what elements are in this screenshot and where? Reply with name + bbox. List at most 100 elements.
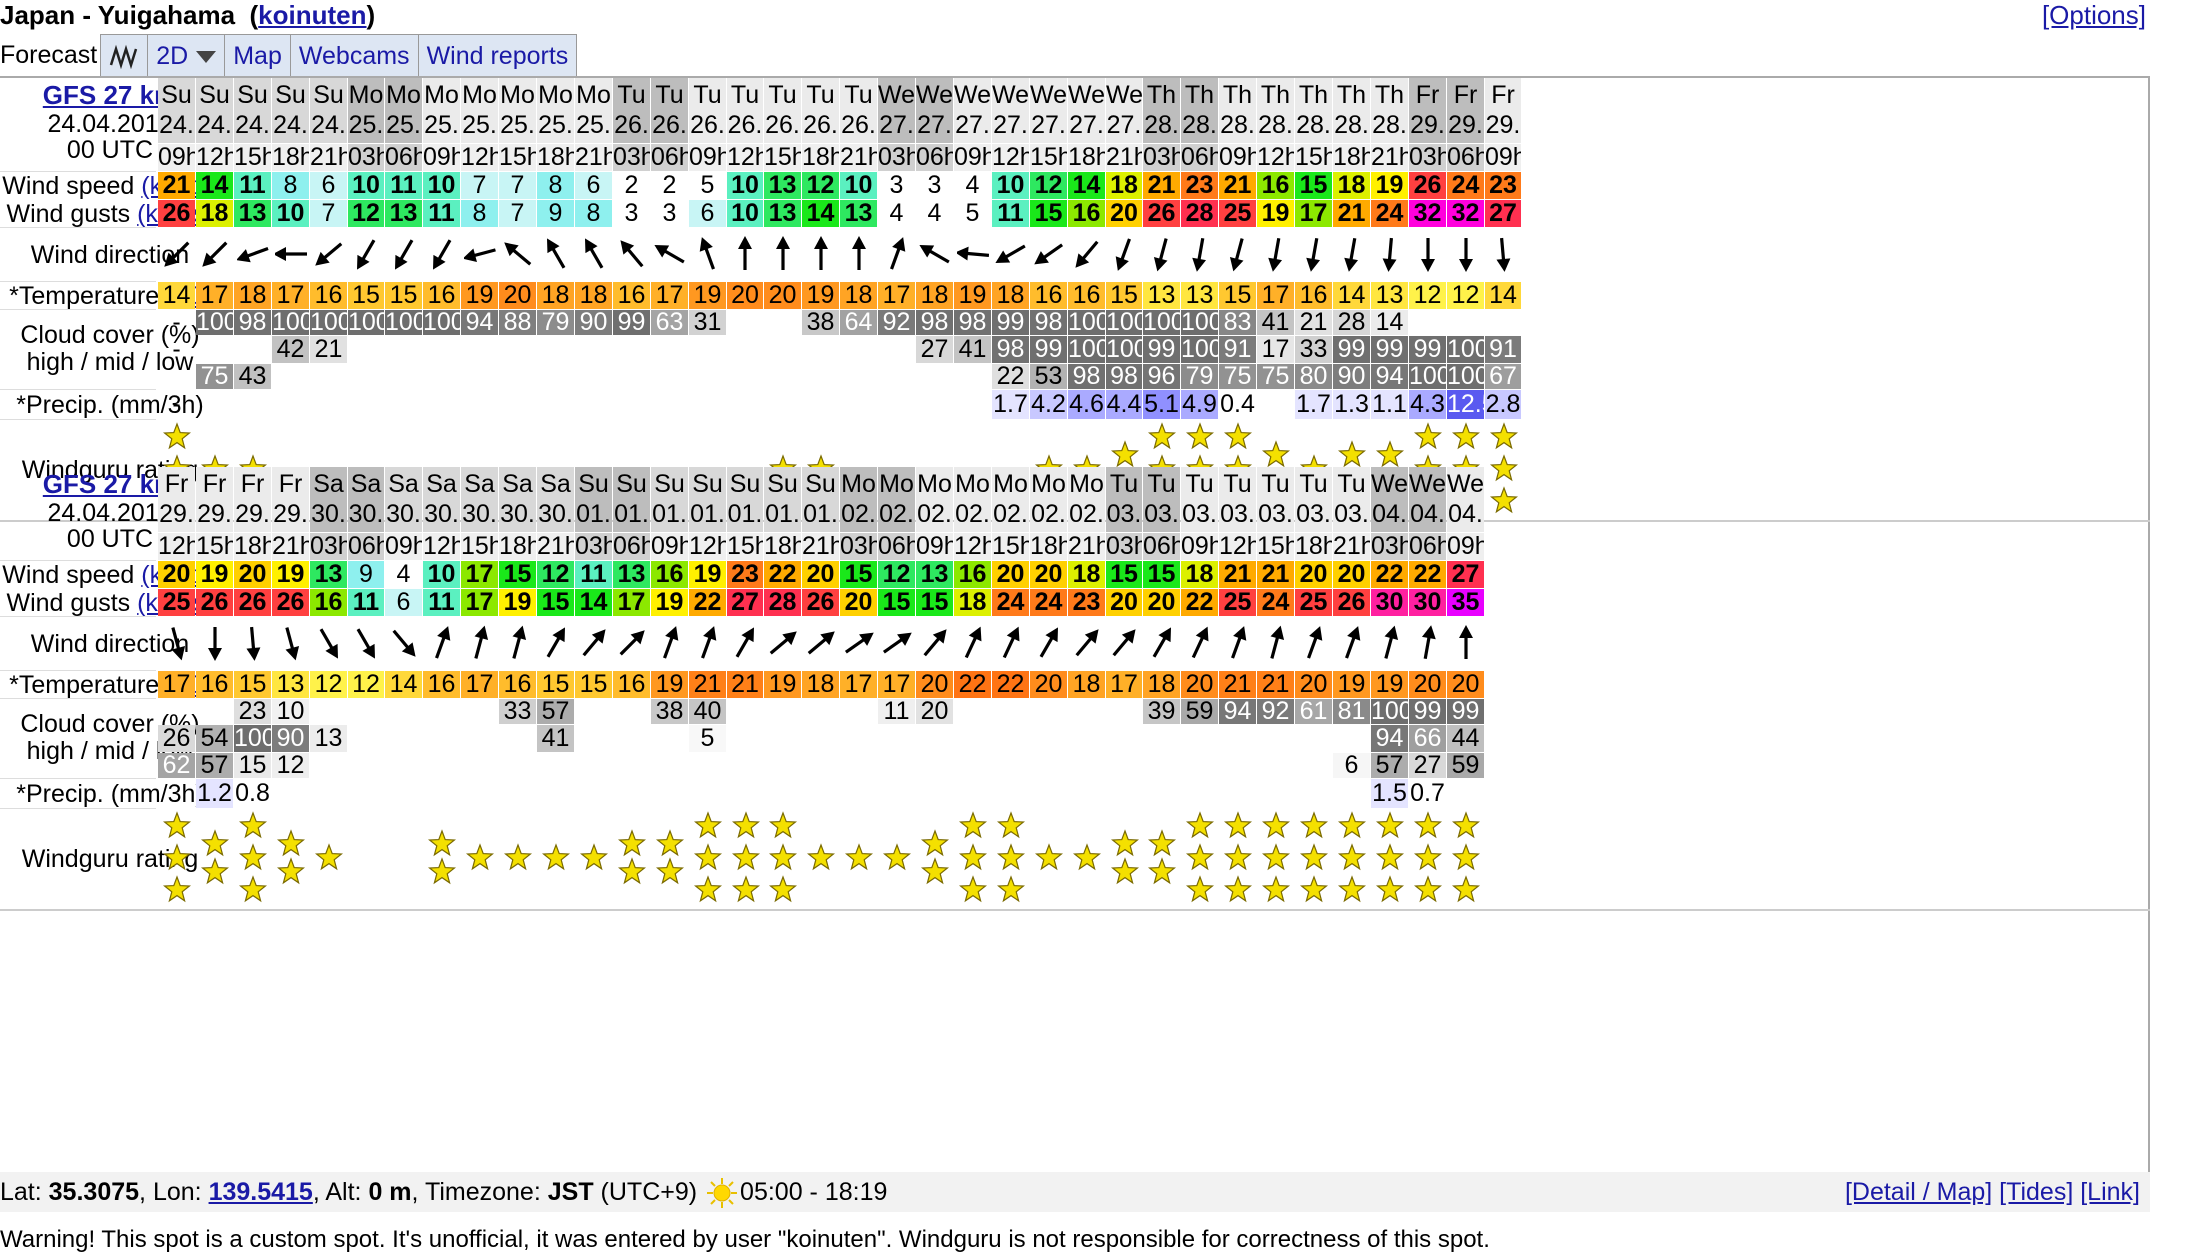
cloud-mid-cell	[385, 336, 422, 363]
cloud-low-cell: 100	[1409, 364, 1446, 389]
day-header-cell: Su 01.	[727, 467, 763, 532]
precip-cell	[689, 390, 726, 419]
rating-cell	[234, 809, 271, 908]
day-name: Su	[805, 470, 836, 498]
cloud-low-cell	[461, 753, 498, 778]
day-name: We	[916, 81, 953, 109]
detail-map-link[interactable]: [Detail / Map]	[1844, 1178, 1993, 1206]
cloud-mid-cell	[916, 725, 953, 752]
rating-cell	[992, 809, 1029, 908]
rating-star	[1185, 811, 1215, 839]
rating-cell	[916, 809, 953, 908]
rating-star	[1375, 811, 1405, 839]
wind-direction-cell	[802, 617, 839, 670]
wind-direction-cell	[727, 617, 763, 670]
day-date: 28.	[1372, 111, 1407, 139]
tab-graph[interactable]	[100, 34, 149, 76]
day-date: 30.	[424, 500, 459, 528]
tab-wind-reports[interactable]: Wind reports	[417, 34, 578, 76]
hour-cell: 09h	[689, 144, 726, 171]
day-name: Su	[729, 470, 761, 498]
cloud-mid-cell	[802, 336, 839, 363]
user-link[interactable]: koinuten	[258, 0, 367, 30]
rating-star	[1261, 811, 1291, 839]
day-header-cell: We 27.	[878, 78, 915, 143]
day-name: Tu	[693, 81, 722, 109]
hour-cell: 06h	[348, 533, 384, 560]
row-divider	[0, 389, 156, 390]
rating-star	[693, 843, 723, 871]
hour-cell: 18h	[1030, 533, 1067, 560]
rating-star	[655, 829, 685, 857]
hour-cell: 21h	[575, 144, 612, 171]
cloud-high-cell: 20	[916, 699, 953, 724]
options-link[interactable]: [Options]	[2041, 0, 2146, 30]
hour-cell: 06h	[1143, 533, 1180, 560]
wind-direction-cell	[234, 228, 271, 281]
temperature-cell: 20	[1295, 671, 1332, 698]
cloud-mid-cell	[461, 725, 498, 752]
wind-speed-cell: 21	[1219, 172, 1256, 199]
tides-link[interactable]: [Tides]	[1999, 1178, 2074, 1206]
cloud-mid-cell: 13	[310, 725, 347, 752]
day-date: 26.	[841, 111, 876, 139]
temperature-cell: 12	[310, 671, 347, 698]
wind-gust-cell: 4	[878, 200, 915, 227]
cloud-high-cell: 14	[1371, 310, 1408, 335]
wind-speed-cell: 6	[575, 172, 612, 199]
tab-2d[interactable]: 2D	[147, 34, 226, 76]
wind-speed-cell: 13	[310, 561, 347, 588]
cloud-mid-cell: 100	[1447, 336, 1484, 363]
wind-gusts-label: Wind gusts	[6, 589, 131, 617]
rating-cell	[1295, 809, 1332, 908]
wind-direction-cell	[234, 617, 271, 670]
rating-star	[276, 857, 306, 885]
precip-cell	[1068, 779, 1105, 808]
day-header-cell: Tu 26.	[613, 78, 650, 143]
wind-direction-cell	[1068, 617, 1105, 670]
hour-cell: 12h	[1219, 533, 1256, 560]
wind-direction-cell	[1219, 228, 1256, 281]
cloud-high-cell: 64	[840, 310, 877, 335]
day-header-cell: Mo 25.	[385, 78, 422, 143]
wind-speed-cell: 23	[1181, 172, 1218, 199]
rating-star	[1223, 422, 1253, 450]
day-date: 01.	[803, 500, 838, 528]
temperature-cell: 14	[1485, 282, 1521, 309]
wind-direction-label: Wind direction	[30, 630, 190, 658]
wind-direction-cell	[992, 228, 1029, 281]
wind-speed-cell: 10	[423, 561, 460, 588]
model-link[interactable]: GFS 27 km	[42, 469, 178, 499]
precip-cell	[272, 779, 309, 808]
wind-speed-cell: 11	[234, 172, 271, 199]
day-header-cell: Sa 30.	[461, 467, 498, 532]
day-header-cell: Mo 02.	[1068, 467, 1105, 532]
tab-forecast[interactable]: Forecast	[0, 34, 102, 76]
wind-gust-cell: 22	[1181, 589, 1218, 616]
day-date: 04.	[1448, 500, 1483, 528]
wind-arrow	[699, 237, 715, 270]
wind-speed-cell: 9	[348, 561, 384, 588]
day-date: 25.	[386, 111, 421, 139]
day-date: 28.	[1258, 111, 1293, 139]
cloud-mid-cell: 26	[158, 725, 195, 752]
day-date: 03.	[1258, 500, 1293, 528]
tab-map[interactable]: Map	[224, 34, 291, 76]
day-header-cell: Mo 02.	[916, 467, 953, 532]
link-link[interactable]: [Link]	[2080, 1178, 2140, 1206]
wind-speed-cell: 17	[461, 561, 498, 588]
sun-times: 05:00 - 18:19	[740, 1178, 888, 1206]
tab-webcams[interactable]: Webcams	[289, 34, 419, 76]
wind-arrow	[546, 238, 565, 269]
temperature-cell: 21	[689, 671, 726, 698]
cloud-high-cell: 98	[954, 310, 991, 335]
rating-star	[579, 843, 609, 871]
cloud-low-cell: 96	[1143, 364, 1180, 389]
wind-speed-cell: 2	[613, 172, 650, 199]
rating-star	[1299, 843, 1329, 871]
day-name: Tu	[1261, 470, 1290, 498]
lon-link[interactable]: 139.5415	[208, 1178, 313, 1206]
wind-direction-cell	[1257, 228, 1294, 281]
model-link[interactable]: GFS 27 km	[42, 80, 178, 110]
wind-arrow	[1382, 237, 1397, 272]
